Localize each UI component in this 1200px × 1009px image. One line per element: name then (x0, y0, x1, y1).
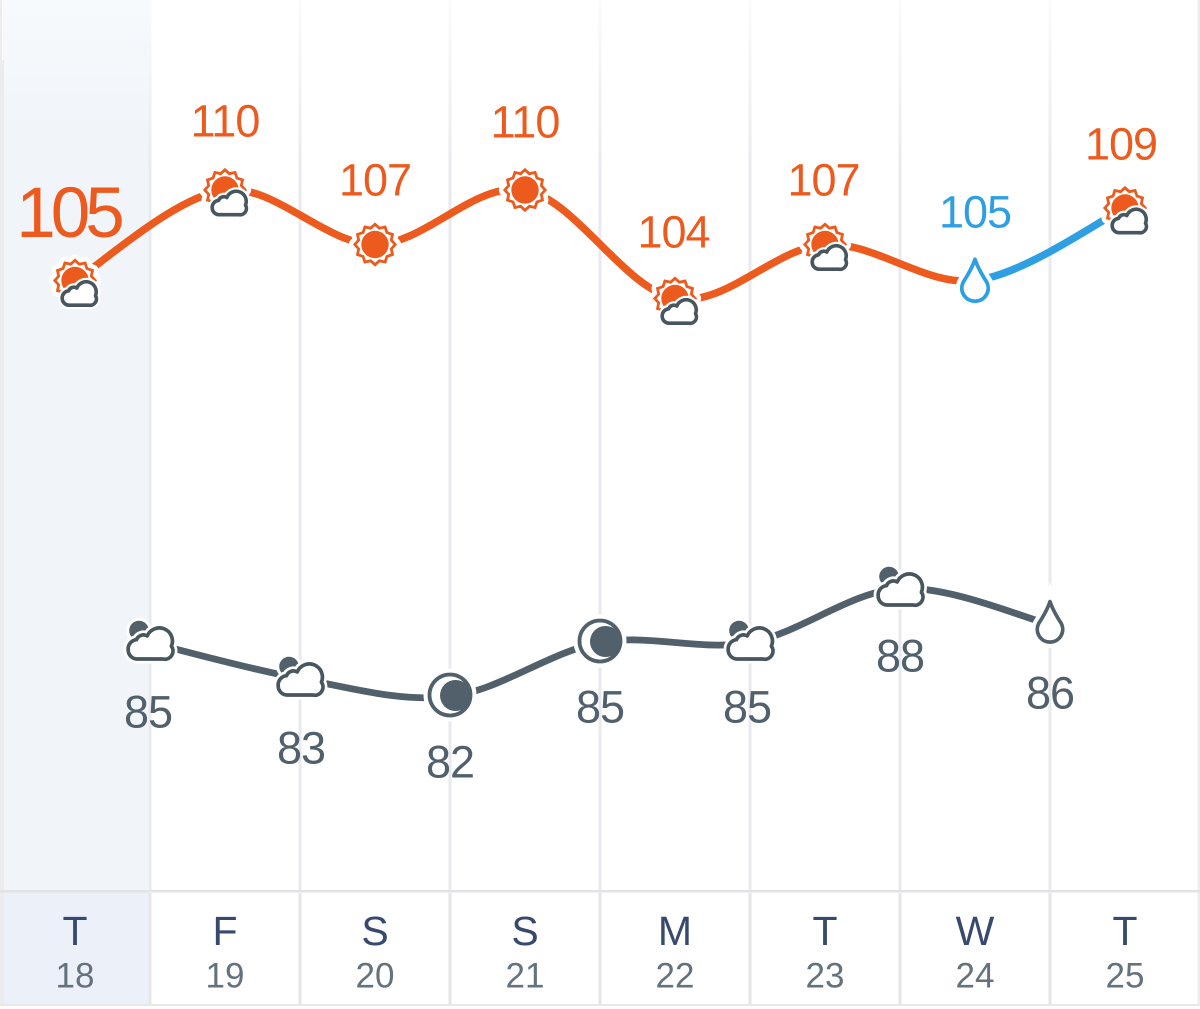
svg-text:23: 23 (806, 957, 845, 996)
svg-text:85: 85 (723, 682, 771, 733)
svg-text:S: S (511, 908, 538, 954)
svg-text:110: 110 (191, 96, 260, 147)
svg-text:107: 107 (787, 155, 859, 206)
svg-text:24: 24 (956, 957, 995, 996)
svg-text:88: 88 (876, 631, 924, 682)
svg-text:22: 22 (656, 957, 695, 996)
svg-text:18: 18 (56, 957, 95, 996)
svg-text:85: 85 (124, 687, 172, 738)
svg-text:M: M (658, 908, 692, 954)
svg-text:109: 109 (1085, 119, 1157, 170)
svg-text:T: T (62, 908, 87, 954)
svg-text:105: 105 (939, 187, 1011, 238)
svg-text:107: 107 (339, 155, 411, 206)
svg-text:104: 104 (637, 207, 709, 258)
svg-text:21: 21 (506, 957, 545, 996)
svg-text:19: 19 (206, 957, 245, 996)
svg-text:F: F (212, 908, 237, 954)
svg-text:W: W (956, 908, 995, 954)
svg-text:T: T (1112, 908, 1137, 954)
svg-text:85: 85 (576, 682, 624, 733)
svg-text:S: S (361, 908, 388, 954)
svg-text:20: 20 (356, 957, 395, 996)
svg-text:82: 82 (426, 737, 474, 788)
svg-text:83: 83 (277, 723, 325, 774)
svg-text:86: 86 (1026, 668, 1074, 719)
svg-text:110: 110 (491, 97, 560, 148)
svg-text:105: 105 (16, 174, 122, 253)
svg-text:25: 25 (1106, 957, 1145, 996)
svg-text:T: T (812, 908, 837, 954)
